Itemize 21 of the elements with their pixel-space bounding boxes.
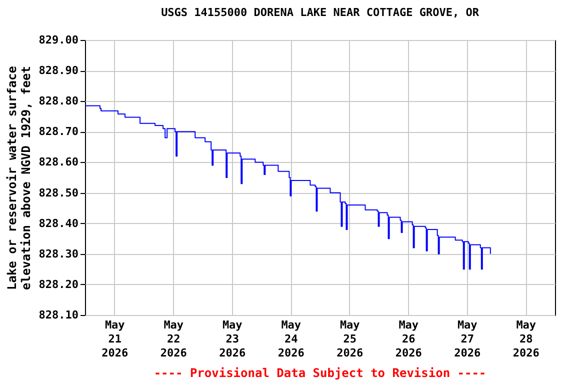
y-tick-label: 829.00 (38, 34, 78, 46)
y-tick-label: 828.40 (38, 216, 78, 230)
chart-title: USGS 14155000 DORENA LAKE NEAR COTTAGE GROVE, OR (161, 6, 480, 19)
y-tick-label: 828.60 (38, 156, 78, 169)
x-tick-label: May 22 2026 (160, 318, 188, 360)
x-tick-label: May 24 2026 (278, 318, 305, 360)
x-tick-label: May 26 2026 (395, 318, 422, 360)
y-tick-label: 828.30 (38, 247, 78, 260)
x-tick-label: May 25 2026 (336, 318, 364, 360)
y-tick-label: 828.90 (38, 64, 78, 78)
x-tick-label: May 28 2026 (512, 318, 540, 360)
x-tick-label: May 21 2026 (102, 318, 128, 360)
y-tick-label: 828.80 (38, 94, 78, 108)
text: ---- Provisional Data Subject to Revision ---- (152, 366, 488, 380)
y-axis-title: Lake or reservoir water surface elevation above NGVD 1929, feet (4, 66, 33, 290)
y-tick-label: 828.50 (38, 186, 78, 200)
y-tick-label: 828.70 (38, 125, 78, 138)
y-tick-label: 828.10 (38, 308, 78, 322)
x-tick-label: May 23 2026 (219, 318, 246, 360)
y-tick-label: 828.20 (38, 278, 78, 291)
x-tick-label: May 27 2026 (454, 318, 481, 360)
